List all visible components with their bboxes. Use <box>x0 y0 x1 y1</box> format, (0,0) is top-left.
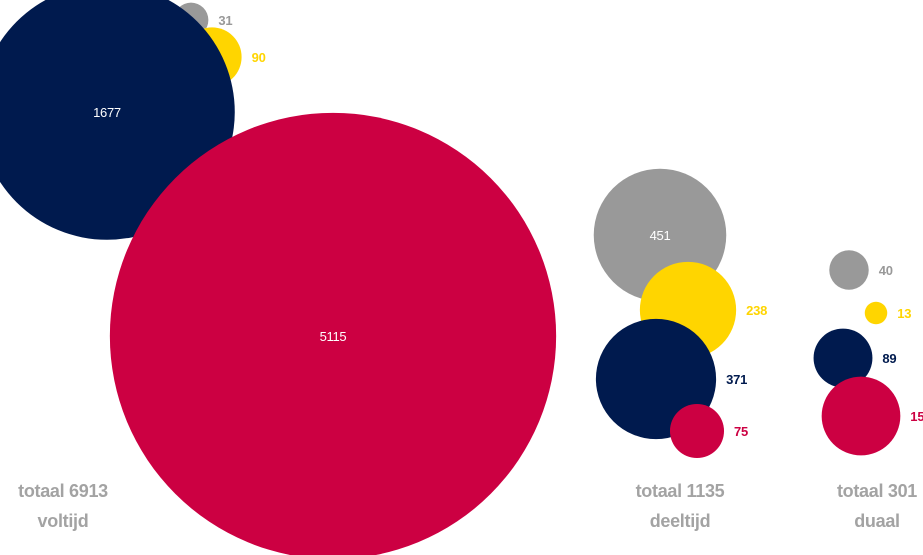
bubble-label-deeltijd-yellow: 238 <box>746 303 767 318</box>
bubble-label-duaal-yellow: 13 <box>897 306 911 321</box>
total-label-duaal: totaal 301 <box>837 481 917 501</box>
total-label-deeltijd: totaal 1135 <box>636 481 725 501</box>
bubble-label-deeltijd-navy: 371 <box>726 372 747 387</box>
bubble-label-duaal-grey: 40 <box>879 263 893 278</box>
bubble-deeltijd-red <box>669 403 725 459</box>
total-label-voltijd: totaal 6913 <box>18 481 108 501</box>
bubble-duaal-navy <box>813 328 873 388</box>
bubble-duaal-yellow <box>864 301 888 325</box>
bubble-label-deeltijd-red: 75 <box>734 424 748 439</box>
bubble-label-duaal-navy: 89 <box>882 351 896 366</box>
bubble-label-duaal-red: 159 <box>910 409 923 424</box>
bubble-duaal-red <box>821 376 901 456</box>
bubbles-layer <box>0 0 901 555</box>
bubble-duaal-grey <box>829 250 869 290</box>
bubble-voltijd-red <box>109 112 557 555</box>
bubble-label-voltijd-yellow: 90 <box>252 50 266 65</box>
labels-layer: totaal 6913 voltijd totaal 1135 deeltijd… <box>18 13 923 531</box>
bubble-label-deeltijd-grey: 451 <box>650 228 671 243</box>
bubble-label-voltijd-navy: 1677 <box>93 105 121 120</box>
bubble-label-voltijd-grey: 31 <box>218 13 232 28</box>
group-name-deeltijd: deeltijd <box>650 511 711 531</box>
bubble-label-voltijd-red: 5115 <box>320 329 347 344</box>
group-name-duaal: duaal <box>854 511 900 531</box>
group-name-voltijd: voltijd <box>38 511 89 531</box>
